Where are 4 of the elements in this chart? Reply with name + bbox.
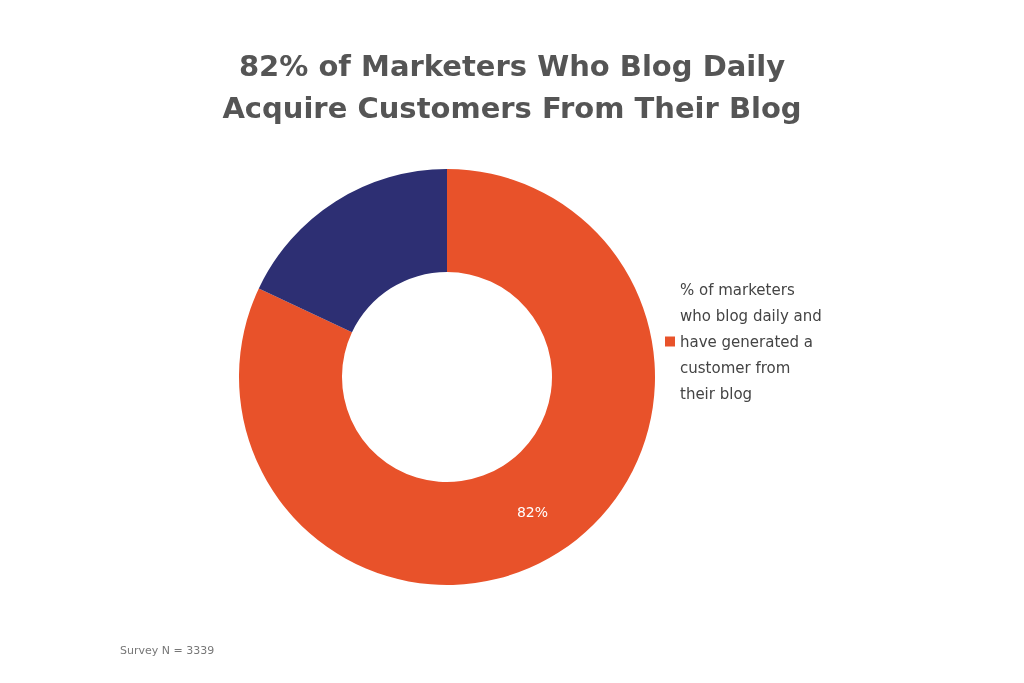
- legend-label: % of marketers who blog daily and have generated a customer from their blog: [680, 280, 827, 403]
- data-label: 82%: [516, 503, 549, 520]
- chart-title: 82% of Marketers Who Blog Daily Acquire Customers From Their Blog: [222, 49, 802, 125]
- text: Survey N = 3339: [120, 644, 215, 657]
